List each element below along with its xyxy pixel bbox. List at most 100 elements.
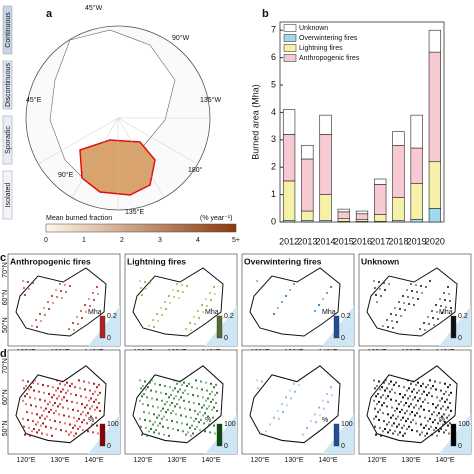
burn-cell: [36, 413, 38, 416]
burn-cell: [410, 421, 412, 424]
burn-cell: [382, 412, 384, 415]
burn-cell: [422, 382, 424, 385]
bar-segment: [428, 51, 442, 163]
burn-cell: [210, 382, 212, 385]
burn-cell: [390, 398, 392, 401]
colorbar-tick-label: 100: [107, 421, 119, 428]
burn-cell: [56, 379, 58, 382]
burn-cell: [89, 407, 91, 410]
burn-cell: [375, 294, 377, 296]
colorbar-tick-label: 0.2: [458, 313, 468, 320]
burn-cell: [143, 411, 145, 414]
burn-cell: [152, 423, 154, 426]
burn-cell: [444, 299, 446, 301]
colorbar-tick-label: 0: [224, 443, 228, 450]
burn-cell: [408, 405, 410, 408]
burn-cell: [256, 280, 258, 282]
burn-cell: [379, 426, 381, 429]
burn-cell: [293, 382, 295, 385]
bar-segment: [428, 161, 442, 209]
colorbar-tick-label: 0: [224, 335, 228, 342]
burn-cell: [281, 301, 283, 303]
burn-cell: [427, 316, 429, 318]
bar-segment: [410, 147, 423, 184]
burn-cell: [39, 398, 41, 401]
burn-cell: [28, 288, 30, 290]
burn-cell: [450, 409, 452, 412]
burn-cell: [194, 323, 196, 325]
burn-cell: [383, 381, 385, 384]
burn-cell: [417, 381, 419, 384]
map-title: Anthropogenic fires: [10, 256, 91, 266]
burn-cell: [380, 434, 382, 437]
burn-cell: [71, 400, 73, 403]
burn-cell: [145, 288, 147, 290]
burn-cell: [331, 394, 333, 397]
burn-cell: [40, 406, 42, 409]
burn-cell: [450, 391, 452, 394]
burn-cell: [73, 329, 75, 331]
burn-cell: [82, 411, 84, 414]
burn-cell: [404, 394, 406, 397]
burn-cell: [78, 379, 80, 382]
burn-cell: [68, 415, 70, 418]
burn-cell: [214, 432, 216, 435]
burn-cell: [30, 404, 32, 407]
burn-cell: [408, 387, 410, 390]
burn-cell: [439, 381, 441, 384]
burn-cell: [414, 414, 416, 417]
burn-cell: [154, 421, 156, 424]
burn-cell: [444, 400, 446, 403]
burn-cell: [429, 379, 431, 382]
burn-cell: [77, 409, 79, 412]
burn-cell: [40, 424, 42, 427]
burn-cell: [206, 305, 208, 307]
burn-cell: [373, 280, 375, 282]
burn-cell: [421, 431, 423, 434]
burn-cell: [407, 397, 409, 400]
colorbar-unit: %: [439, 417, 445, 424]
burn-cell: [419, 433, 421, 436]
burn-cell: [66, 399, 68, 402]
burn-cell: [94, 408, 96, 411]
burn-cell: [432, 403, 434, 406]
burn-cell: [203, 422, 205, 425]
bar-segment: [319, 114, 332, 135]
lon-label: 140°E: [318, 456, 337, 464]
burn-cell: [379, 388, 381, 391]
burn-cell: [412, 297, 414, 299]
burn-cell: [50, 408, 52, 411]
burn-cell: [294, 390, 296, 393]
bar-segment: [392, 144, 405, 198]
burn-cell: [450, 307, 452, 309]
burn-cell: [396, 425, 398, 428]
burn-cell: [306, 426, 308, 429]
burn-cell: [187, 392, 189, 395]
burn-cell: [59, 283, 61, 285]
burn-cell: [81, 317, 83, 319]
burn-cell: [95, 398, 97, 401]
burn-cell: [200, 380, 202, 383]
burn-cell: [39, 416, 41, 419]
burn-cell: [92, 292, 94, 294]
burn-cell: [139, 379, 141, 382]
burn-cell: [204, 430, 206, 433]
burn-cell: [410, 403, 412, 406]
burn-cell: [92, 392, 94, 395]
burn-cell: [144, 380, 146, 383]
burn-cell: [67, 389, 69, 392]
lon-label: 130°E: [284, 456, 303, 464]
burn-cell: [185, 415, 187, 418]
permafrost-swatch: [2, 115, 13, 165]
burn-cell: [44, 399, 46, 402]
burn-cell: [443, 431, 445, 434]
burn-cell: [197, 395, 199, 398]
burn-cell: [448, 293, 450, 295]
burn-cell: [157, 406, 159, 409]
burn-cell: [402, 416, 404, 419]
burn-cell: [177, 429, 179, 432]
burn-cell: [150, 389, 152, 392]
burn-cell: [413, 304, 415, 306]
burn-cell: [181, 284, 183, 286]
burn-cell: [165, 392, 167, 395]
